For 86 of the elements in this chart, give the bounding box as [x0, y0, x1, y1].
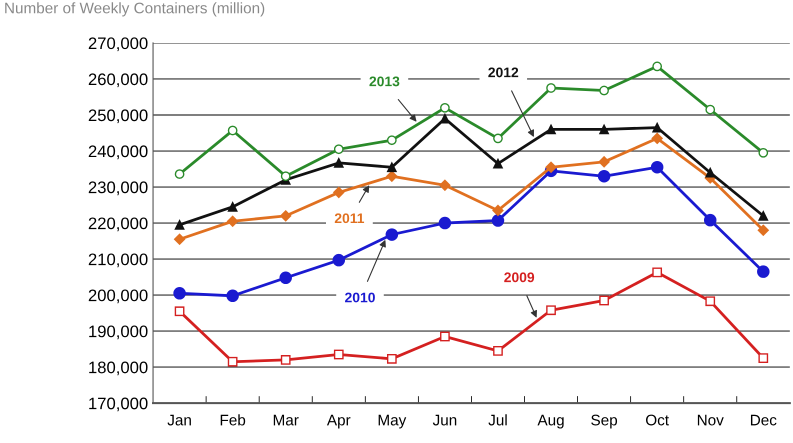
- point: [174, 169, 184, 179]
- y-tick-label: 220,000: [88, 217, 148, 232]
- y-tick-label: 250,000: [88, 109, 148, 124]
- point: [439, 180, 451, 191]
- point: [652, 132, 663, 144]
- point: [386, 135, 397, 146]
- point: [386, 162, 397, 172]
- point: [758, 210, 768, 221]
- x-tick-label: Feb: [220, 414, 246, 426]
- series-label: 2009: [504, 272, 534, 282]
- point: [758, 353, 768, 363]
- point: [334, 158, 344, 168]
- point: [546, 124, 556, 134]
- point: [334, 350, 344, 360]
- point: [492, 204, 504, 216]
- point: [599, 296, 609, 306]
- point: [545, 162, 557, 173]
- point: [227, 216, 238, 227]
- point: [174, 306, 184, 316]
- point: [757, 265, 770, 278]
- point: [598, 156, 610, 168]
- point: [599, 86, 609, 96]
- point: [228, 356, 238, 367]
- point: [598, 170, 610, 182]
- text: 2013: [369, 76, 400, 86]
- point: [650, 160, 664, 174]
- series-label: 2011: [334, 213, 364, 224]
- point: [440, 102, 450, 113]
- y-tick-label: 190,000: [89, 326, 148, 340]
- point: [280, 355, 291, 365]
- point: [228, 202, 238, 212]
- y-tick-label: 260,000: [88, 73, 148, 88]
- y-tick-label: 210,000: [88, 253, 148, 268]
- x-tick-label: Dec: [750, 414, 776, 426]
- point: [334, 144, 344, 154]
- point: [333, 186, 344, 198]
- chart-title: Number of Weekly Containers (million): [5, 2, 264, 16]
- x-tick-label: Mar: [274, 414, 299, 426]
- x-tick-label: May: [378, 414, 406, 428]
- point: [440, 332, 450, 342]
- x-tick-label: Jun: [432, 414, 456, 426]
- point: [492, 214, 504, 227]
- point: [546, 83, 556, 93]
- point: [280, 210, 292, 222]
- point: [438, 216, 452, 230]
- point: [386, 354, 397, 364]
- point: [758, 148, 768, 158]
- point: [652, 62, 662, 72]
- point: [332, 254, 346, 266]
- y-tick-label: 230,000: [88, 181, 148, 196]
- point: [493, 158, 503, 168]
- x-tick-label: Aug: [537, 414, 564, 428]
- point: [546, 305, 556, 316]
- point: [705, 296, 716, 306]
- point: [758, 224, 769, 236]
- point: [386, 228, 398, 241]
- y-tick-label: 200,000: [88, 289, 148, 304]
- y-tick-label: 180,000: [89, 362, 148, 376]
- point: [493, 134, 503, 144]
- point: [174, 234, 186, 245]
- y-tick-label: 240,000: [88, 145, 148, 160]
- y-tick-label: 270,000: [88, 37, 148, 52]
- text: 2012: [488, 67, 518, 78]
- point: [599, 124, 609, 134]
- point: [705, 168, 716, 178]
- x-tick-label: Nov: [698, 414, 724, 426]
- point: [228, 126, 238, 136]
- x-tick-label: Apr: [326, 414, 350, 428]
- point: [280, 171, 291, 182]
- series-label: 2010: [345, 292, 375, 302]
- point: [173, 287, 186, 300]
- point: [226, 290, 239, 302]
- point: [386, 170, 398, 182]
- point: [705, 104, 716, 114]
- x-tick-label: Jul: [488, 414, 507, 426]
- point: [652, 268, 662, 278]
- x-tick-label: Oct: [646, 414, 669, 426]
- point: [704, 214, 716, 226]
- point: [174, 220, 184, 230]
- y-tick-label: 170,000: [89, 398, 148, 412]
- point: [652, 122, 662, 132]
- x-tick-label: Sep: [591, 414, 618, 428]
- point: [279, 272, 292, 284]
- point: [493, 346, 503, 356]
- point: [440, 114, 450, 124]
- x-tick-label: Jan: [168, 414, 191, 426]
